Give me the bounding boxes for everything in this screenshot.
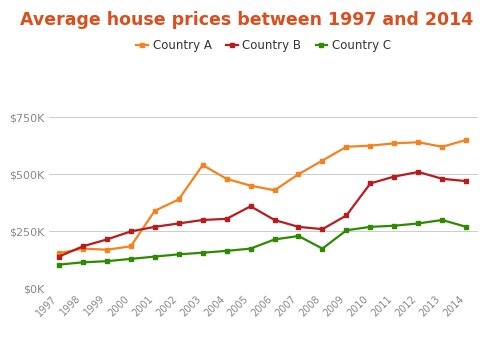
Country C	[439, 218, 445, 222]
Country C	[200, 251, 206, 255]
Country A	[104, 248, 110, 252]
Country A	[80, 246, 86, 251]
Country B	[439, 177, 445, 181]
Country B	[463, 179, 469, 183]
Country B	[128, 230, 134, 234]
Country C	[128, 257, 134, 261]
Country A	[200, 163, 206, 167]
Country B	[104, 237, 110, 241]
Country B	[319, 227, 325, 231]
Country C	[80, 260, 86, 264]
Country C	[176, 252, 181, 256]
Country B	[176, 221, 181, 226]
Country B	[344, 213, 350, 218]
Country C	[344, 228, 350, 232]
Country B	[152, 225, 158, 229]
Country C	[463, 225, 469, 229]
Country B	[224, 217, 230, 221]
Country B	[80, 244, 86, 249]
Country B	[367, 181, 373, 186]
Country A	[463, 138, 469, 142]
Country A	[344, 145, 350, 149]
Country C	[391, 224, 397, 228]
Country C	[295, 234, 301, 238]
Country A	[176, 197, 181, 201]
Country A	[319, 158, 325, 163]
Country C	[367, 225, 373, 229]
Country A	[391, 141, 397, 145]
Line: Country C: Country C	[57, 218, 469, 267]
Line: Country A: Country A	[57, 138, 469, 256]
Line: Country B: Country B	[57, 170, 469, 259]
Country C	[152, 254, 158, 259]
Country B	[295, 225, 301, 229]
Text: Average house prices between 1997 and 2014: Average house prices between 1997 and 20…	[20, 11, 473, 29]
Country A	[439, 145, 445, 149]
Country A	[247, 184, 253, 188]
Country A	[272, 188, 278, 193]
Country C	[319, 246, 325, 251]
Country B	[56, 254, 62, 259]
Country C	[415, 221, 421, 226]
Country A	[152, 209, 158, 213]
Country C	[224, 249, 230, 253]
Country A	[415, 140, 421, 144]
Country C	[272, 237, 278, 241]
Country C	[104, 259, 110, 263]
Country B	[391, 175, 397, 179]
Country C	[247, 246, 253, 251]
Country B	[272, 218, 278, 222]
Country A	[367, 144, 373, 148]
Country B	[247, 204, 253, 208]
Country B	[200, 218, 206, 222]
Country A	[295, 172, 301, 176]
Country A	[128, 244, 134, 249]
Country C	[56, 263, 62, 267]
Country A	[56, 251, 62, 255]
Country B	[415, 170, 421, 174]
Country A	[224, 177, 230, 181]
Legend: Country A, Country B, Country C: Country A, Country B, Country C	[132, 34, 396, 57]
